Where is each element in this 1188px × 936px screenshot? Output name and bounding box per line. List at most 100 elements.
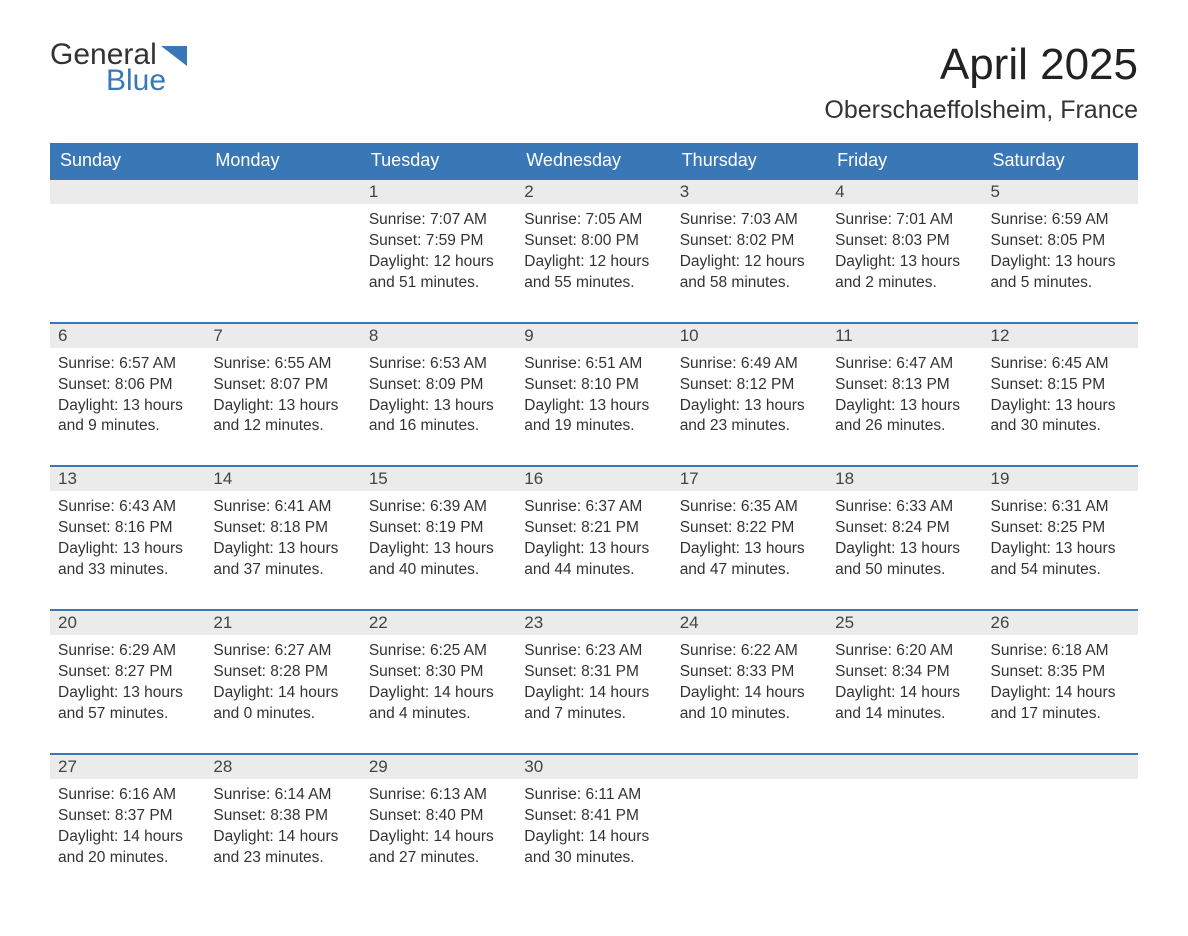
sunset-value: 8:35 PM xyxy=(1047,663,1105,680)
sunrise-line: Sunrise: 6:16 AM xyxy=(58,785,197,806)
daylight-line-1: Daylight: 13 hours xyxy=(991,252,1130,273)
day-body: Sunrise: 6:59 AMSunset: 8:05 PMDaylight:… xyxy=(983,204,1138,322)
day-number: 7 xyxy=(205,324,360,348)
sunrise-line: Sunrise: 6:51 AM xyxy=(524,354,663,375)
day-body: Sunrise: 6:16 AMSunset: 8:37 PMDaylight:… xyxy=(50,779,205,897)
daylight-line-2: and 4 minutes. xyxy=(369,704,508,725)
calendar-day-cell: 1Sunrise: 7:07 AMSunset: 7:59 PMDaylight… xyxy=(361,179,516,323)
day-number: 24 xyxy=(672,611,827,635)
sunrise-line: Sunrise: 6:47 AM xyxy=(835,354,974,375)
calendar-day-cell: 6Sunrise: 6:57 AMSunset: 8:06 PMDaylight… xyxy=(50,323,205,467)
sunrise-value: 6:27 AM xyxy=(275,642,332,659)
daylight-line-2: and 9 minutes. xyxy=(58,416,197,437)
sunset-prefix: Sunset: xyxy=(58,807,115,824)
sunrise-value: 6:14 AM xyxy=(275,786,332,803)
sunrise-prefix: Sunrise: xyxy=(58,786,119,803)
sunset-value: 8:19 PM xyxy=(426,519,484,536)
daylight-line-2: and 55 minutes. xyxy=(524,273,663,294)
day-number: 9 xyxy=(516,324,671,348)
sunrise-line: Sunrise: 6:57 AM xyxy=(58,354,197,375)
sunrise-value: 6:29 AM xyxy=(119,642,176,659)
day-body xyxy=(983,779,1138,839)
sunset-value: 8:09 PM xyxy=(426,376,484,393)
daylight-line-1: Daylight: 13 hours xyxy=(835,396,974,417)
sunset-prefix: Sunset: xyxy=(524,663,581,680)
daylight-line-2: and 51 minutes. xyxy=(369,273,508,294)
sunset-value: 8:16 PM xyxy=(115,519,173,536)
sunrise-value: 6:53 AM xyxy=(430,355,487,372)
calendar-day-cell xyxy=(983,754,1138,897)
sunset-prefix: Sunset: xyxy=(369,519,426,536)
calendar-day-cell: 18Sunrise: 6:33 AMSunset: 8:24 PMDayligh… xyxy=(827,466,982,610)
calendar-day-cell: 7Sunrise: 6:55 AMSunset: 8:07 PMDaylight… xyxy=(205,323,360,467)
sunset-prefix: Sunset: xyxy=(835,519,892,536)
daylight-line-2: and 20 minutes. xyxy=(58,848,197,869)
calendar-day-cell: 23Sunrise: 6:23 AMSunset: 8:31 PMDayligh… xyxy=(516,610,671,754)
daylight-line-2: and 7 minutes. xyxy=(524,704,663,725)
sunrise-prefix: Sunrise: xyxy=(680,498,741,515)
sunrise-prefix: Sunrise: xyxy=(835,355,896,372)
sunrise-value: 6:49 AM xyxy=(741,355,798,372)
sunrise-line: Sunrise: 6:43 AM xyxy=(58,497,197,518)
sunset-line: Sunset: 8:41 PM xyxy=(524,806,663,827)
day-body: Sunrise: 6:47 AMSunset: 8:13 PMDaylight:… xyxy=(827,348,982,466)
sunset-line: Sunset: 8:25 PM xyxy=(991,518,1130,539)
sunrise-prefix: Sunrise: xyxy=(213,498,274,515)
calendar-day-cell: 10Sunrise: 6:49 AMSunset: 8:12 PMDayligh… xyxy=(672,323,827,467)
daylight-line-1: Daylight: 14 hours xyxy=(369,683,508,704)
sunset-value: 8:22 PM xyxy=(737,519,795,536)
weekday-header: Friday xyxy=(827,143,982,179)
sunset-value: 8:28 PM xyxy=(270,663,328,680)
sunset-prefix: Sunset: xyxy=(680,232,737,249)
sunrise-prefix: Sunrise: xyxy=(835,642,896,659)
sunset-prefix: Sunset: xyxy=(680,376,737,393)
sunset-value: 8:10 PM xyxy=(581,376,639,393)
weekday-header: Saturday xyxy=(983,143,1138,179)
sunrise-line: Sunrise: 6:14 AM xyxy=(213,785,352,806)
sunset-value: 8:00 PM xyxy=(581,232,639,249)
sunset-prefix: Sunset: xyxy=(835,663,892,680)
sunset-line: Sunset: 8:06 PM xyxy=(58,375,197,396)
daylight-line-2: and 19 minutes. xyxy=(524,416,663,437)
daylight-line-2: and 10 minutes. xyxy=(680,704,819,725)
daylight-line-2: and 33 minutes. xyxy=(58,560,197,581)
sunset-prefix: Sunset: xyxy=(991,232,1048,249)
sunrise-prefix: Sunrise: xyxy=(835,211,896,228)
sunset-prefix: Sunset: xyxy=(58,376,115,393)
day-number: 15 xyxy=(361,467,516,491)
sunset-line: Sunset: 7:59 PM xyxy=(369,231,508,252)
daylight-line-2: and 50 minutes. xyxy=(835,560,974,581)
daylight-line-2: and 26 minutes. xyxy=(835,416,974,437)
day-number: 14 xyxy=(205,467,360,491)
sunset-prefix: Sunset: xyxy=(369,232,426,249)
sunrise-prefix: Sunrise: xyxy=(369,786,430,803)
daylight-line-2: and 0 minutes. xyxy=(213,704,352,725)
daylight-line-2: and 30 minutes. xyxy=(991,416,1130,437)
daylight-line-2: and 57 minutes. xyxy=(58,704,197,725)
day-body: Sunrise: 6:37 AMSunset: 8:21 PMDaylight:… xyxy=(516,491,671,609)
sunset-line: Sunset: 8:35 PM xyxy=(991,662,1130,683)
day-body: Sunrise: 6:11 AMSunset: 8:41 PMDaylight:… xyxy=(516,779,671,897)
daylight-line-2: and 54 minutes. xyxy=(991,560,1130,581)
daylight-line-2: and 2 minutes. xyxy=(835,273,974,294)
sunset-prefix: Sunset: xyxy=(835,232,892,249)
day-body: Sunrise: 7:01 AMSunset: 8:03 PMDaylight:… xyxy=(827,204,982,322)
sunset-line: Sunset: 8:03 PM xyxy=(835,231,974,252)
calendar-day-cell: 22Sunrise: 6:25 AMSunset: 8:30 PMDayligh… xyxy=(361,610,516,754)
sunrise-prefix: Sunrise: xyxy=(213,786,274,803)
sunrise-value: 6:23 AM xyxy=(585,642,642,659)
day-body: Sunrise: 6:53 AMSunset: 8:09 PMDaylight:… xyxy=(361,348,516,466)
sunrise-prefix: Sunrise: xyxy=(991,498,1052,515)
day-body: Sunrise: 6:18 AMSunset: 8:35 PMDaylight:… xyxy=(983,635,1138,753)
day-number xyxy=(672,755,827,779)
weekday-header: Sunday xyxy=(50,143,205,179)
calendar-day-cell: 12Sunrise: 6:45 AMSunset: 8:15 PMDayligh… xyxy=(983,323,1138,467)
calendar-day-cell: 30Sunrise: 6:11 AMSunset: 8:41 PMDayligh… xyxy=(516,754,671,897)
sunrise-line: Sunrise: 6:49 AM xyxy=(680,354,819,375)
sunrise-value: 6:33 AM xyxy=(896,498,953,515)
day-number: 1 xyxy=(361,180,516,204)
daylight-line-1: Daylight: 13 hours xyxy=(835,252,974,273)
daylight-line-2: and 12 minutes. xyxy=(213,416,352,437)
sunrise-line: Sunrise: 6:41 AM xyxy=(213,497,352,518)
sunset-value: 8:21 PM xyxy=(581,519,639,536)
